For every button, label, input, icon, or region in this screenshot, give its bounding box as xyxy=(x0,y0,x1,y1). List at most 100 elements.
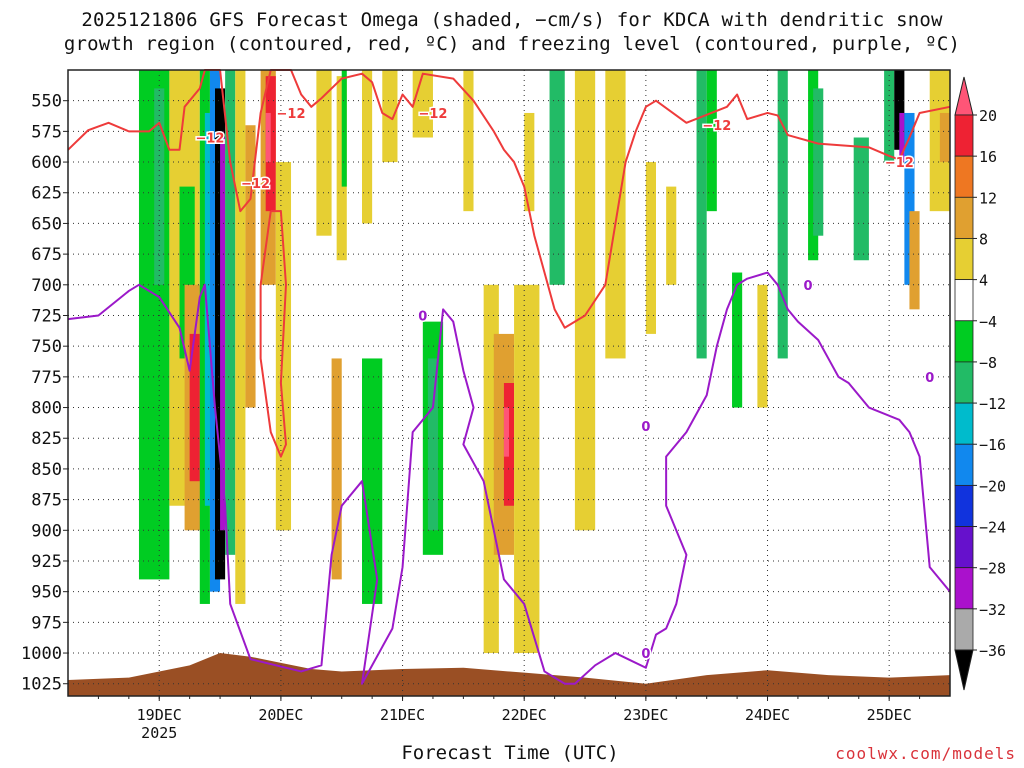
colorbar-bottom-arrow xyxy=(954,649,974,691)
gridlines xyxy=(68,70,950,696)
colorbar-swatch-5 xyxy=(954,279,974,322)
colorbar-label-5: −4 xyxy=(979,313,997,331)
colorbar-label-3: 8 xyxy=(979,230,988,248)
colorbar-label-2: 12 xyxy=(979,189,997,207)
colorbar-label-0: 20 xyxy=(979,107,997,125)
colorbar-label-11: −28 xyxy=(979,560,1006,578)
omega-cell-23 xyxy=(362,358,383,604)
colorbar-swatch-4 xyxy=(954,238,974,281)
y-tick-label-15: 925 xyxy=(31,552,62,572)
omega-cell-50 xyxy=(899,112,905,163)
omega-cell-35 xyxy=(549,70,565,285)
y-tick-label-8: 750 xyxy=(31,337,62,357)
y-tick-label-12: 850 xyxy=(31,460,62,480)
y-tick-label-10: 800 xyxy=(31,399,62,419)
y-tick-label-3: 625 xyxy=(31,184,62,204)
omega-cell-41 xyxy=(706,70,717,212)
colorbar-swatch-1 xyxy=(954,114,974,157)
dgz-contour-label-2: −12 xyxy=(418,107,447,122)
omega-cell-52 xyxy=(909,211,920,310)
omega-cell-27 xyxy=(427,358,439,531)
x-tick-label-6: 25DEC xyxy=(867,706,912,724)
omega-cell-37 xyxy=(605,70,626,359)
omega-cell-16 xyxy=(265,112,271,163)
y-tick-label-16: 950 xyxy=(31,583,62,603)
y-tick-label-11: 825 xyxy=(31,429,62,449)
omega-cell-11 xyxy=(225,70,236,555)
x-tick-label-2: 21DEC xyxy=(380,706,425,724)
dgz-contour-2-label-0: −12 xyxy=(241,177,270,192)
freezing-contour-line xyxy=(67,271,951,685)
omega-cell-18 xyxy=(316,70,332,236)
omega-cell-43 xyxy=(757,284,768,408)
y-tick-label-9: 775 xyxy=(31,368,62,388)
omega-cell-54 xyxy=(939,112,950,163)
colorbar-swatch-8 xyxy=(954,402,974,445)
colorbar-label-13: −36 xyxy=(979,642,1006,660)
omega-cell-40 xyxy=(696,70,707,359)
omega-cell-28 xyxy=(463,70,474,212)
colorbar-label-7: −12 xyxy=(979,395,1006,413)
chart-title-line-1: 2025121806 GFS Forecast Omega (shaded, −… xyxy=(81,9,943,31)
colorbar-swatch-7 xyxy=(954,361,974,404)
dgz-contour-label-1: −12 xyxy=(277,107,306,122)
colorbar: 20 16 12 8 4 −4 −8 −12 −16 −20 −24 −28 −32 −36 xyxy=(954,76,1006,691)
colorbar-swatch-6 xyxy=(954,320,974,363)
colorbar-swatch-9 xyxy=(954,443,974,486)
y-tick-label-17: 975 xyxy=(31,613,62,633)
omega-cell-6 xyxy=(199,70,210,604)
colorbar-swatch-10 xyxy=(954,484,974,527)
dgz-contour-label-0: −12 xyxy=(195,132,224,147)
y-tick-label-13: 875 xyxy=(31,491,62,511)
freezing-contour-label-2: 0 xyxy=(641,647,650,662)
omega-cell-34 xyxy=(524,112,535,212)
y-tick-label-18: 1000 xyxy=(21,644,62,664)
y-tick-label-2: 600 xyxy=(31,153,62,173)
colorbar-swatch-12 xyxy=(954,567,974,610)
omega-cell-24 xyxy=(382,70,398,163)
colorbar-label-4: 4 xyxy=(979,272,988,290)
x-tick-label-3: 22DEC xyxy=(502,706,547,724)
x-tick-sublabel-0: 2025 xyxy=(141,724,177,742)
omega-cell-49 xyxy=(894,70,905,150)
chart-title: 2025121806 GFS Forecast Omega (shaded, −… xyxy=(0,8,1024,56)
freezing-contour-label-4: 0 xyxy=(925,371,934,386)
terrain-area xyxy=(68,653,950,696)
omega-cell-12 xyxy=(235,70,246,604)
colorbar-swatch-11 xyxy=(954,526,974,569)
y-tick-label-0: 550 xyxy=(31,92,62,112)
y-tick-label-14: 900 xyxy=(31,521,62,541)
omega-cell-5 xyxy=(189,333,200,482)
omega-cell-36 xyxy=(574,70,596,531)
colorbar-label-6: −8 xyxy=(979,354,997,372)
x-tick-label-0: 19DEC xyxy=(137,706,182,724)
colorbar-top-arrow xyxy=(954,76,974,116)
omega-cell-38 xyxy=(645,162,656,334)
colorbar-label-10: −24 xyxy=(979,519,1006,537)
omega-cell-47 xyxy=(853,137,869,261)
dgz-contour-2-line xyxy=(259,210,287,458)
x-axis-label: Forecast Time (UTC) xyxy=(401,742,619,764)
omega-cell-10 xyxy=(220,137,226,531)
y-tick-label-1: 575 xyxy=(31,122,62,142)
omega-cell-39 xyxy=(666,186,677,285)
dgz-contour-label-3: −12 xyxy=(702,119,731,134)
y-axis: 550 575 600 625 650 675 700 725 750 775 800 825 850 8… xyxy=(21,92,68,695)
omega-cell-44 xyxy=(777,70,788,359)
colorbar-label-8: −16 xyxy=(979,436,1006,454)
omega-cell-22 xyxy=(362,70,373,224)
omega-shading-layer xyxy=(138,70,950,654)
credit-text: coolwx.com/models xyxy=(835,744,1016,763)
y-tick-label-5: 675 xyxy=(31,245,62,265)
x-tick-label-1: 20DEC xyxy=(258,706,303,724)
y-tick-label-19: 1025 xyxy=(21,675,62,695)
omega-cell-13 xyxy=(245,125,256,408)
colorbar-label-12: −32 xyxy=(979,601,1006,619)
omega-cell-21 xyxy=(341,70,347,187)
dgz-contour-line xyxy=(67,69,951,329)
freezing-contour-label-1: 0 xyxy=(641,420,650,435)
omega-cell-25 xyxy=(412,70,433,138)
omega-cell-42 xyxy=(732,272,743,408)
omega-cell-32 xyxy=(503,407,509,457)
